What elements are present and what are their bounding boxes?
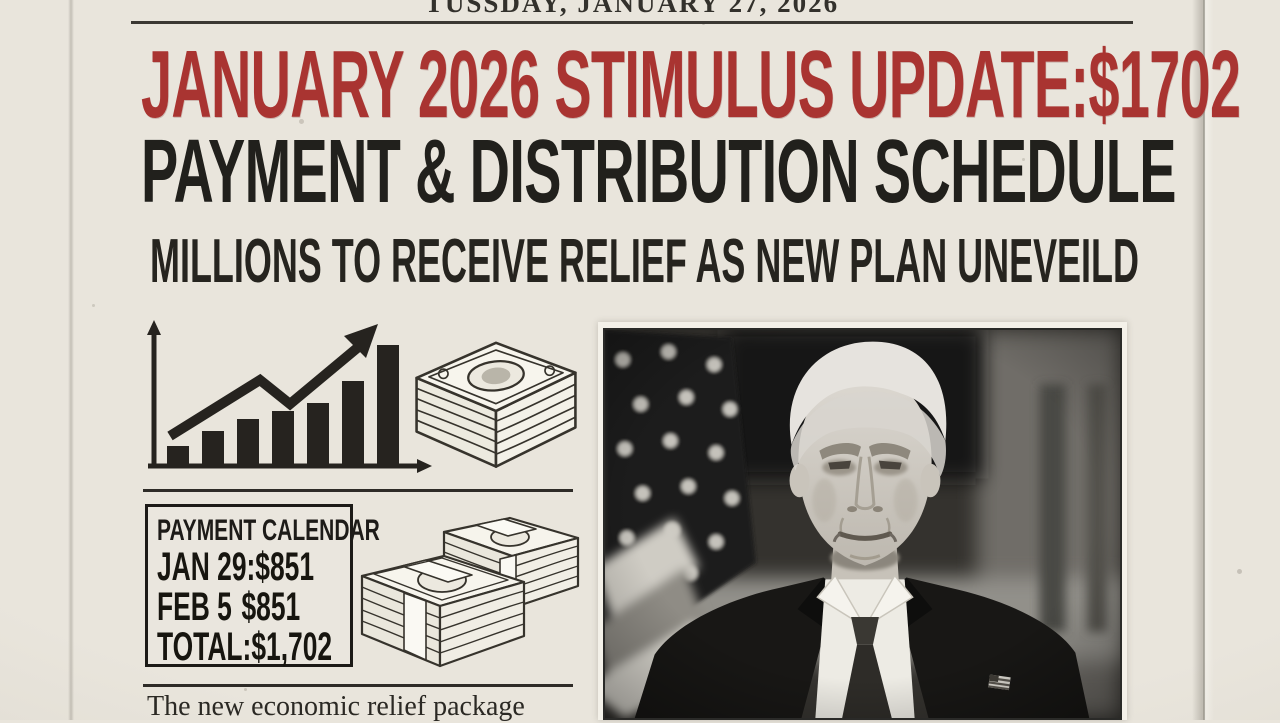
payment-amount: $851 [255, 545, 315, 589]
dateline: TUSSDAY, JANUARY 27, 2026 [424, 0, 840, 18]
money-stack-top-icon [398, 316, 594, 482]
money-stack-bottom-icon [352, 514, 595, 686]
photo-frame [598, 322, 1127, 720]
paper-crease-left [68, 0, 74, 720]
payment-amount: $851 [241, 585, 301, 629]
payment-calendar-title: PAYMENT CALENDAR [157, 514, 380, 547]
payment-calendar-box: PAYMENT CALENDAR JAN 29: $851 FEB 5 $851 T… [145, 504, 380, 669]
headline-red: JANUARY 2026 STIMULUS UPDATE:$1702 [141, 31, 1241, 138]
paper-fold-line [1203, 0, 1205, 720]
article-opening-text: The new economic relief package [147, 691, 525, 722]
paper-fold-right [1192, 0, 1214, 720]
payment-row-jan29: JAN 29: $851 [157, 545, 315, 589]
headline-black: PAYMENT & DISTRIBUTION SCHEDULE [141, 122, 1176, 222]
payment-row-total: TOTAL: $1,702 [157, 625, 333, 669]
section-divider-top [143, 489, 573, 492]
subheadline: MILLIONS TO RECEIVE RELIEF AS NEW PLAN U… [150, 227, 1139, 296]
paper-speckles [0, 0, 3, 3]
growth-chart-icon [140, 318, 435, 476]
payment-row-feb5: FEB 5 $851 [157, 585, 301, 629]
payment-amount: $1,702 [251, 625, 333, 669]
masthead-rule [131, 21, 1133, 24]
section-divider-bottom [143, 684, 573, 687]
portrait-photo [603, 328, 1122, 720]
